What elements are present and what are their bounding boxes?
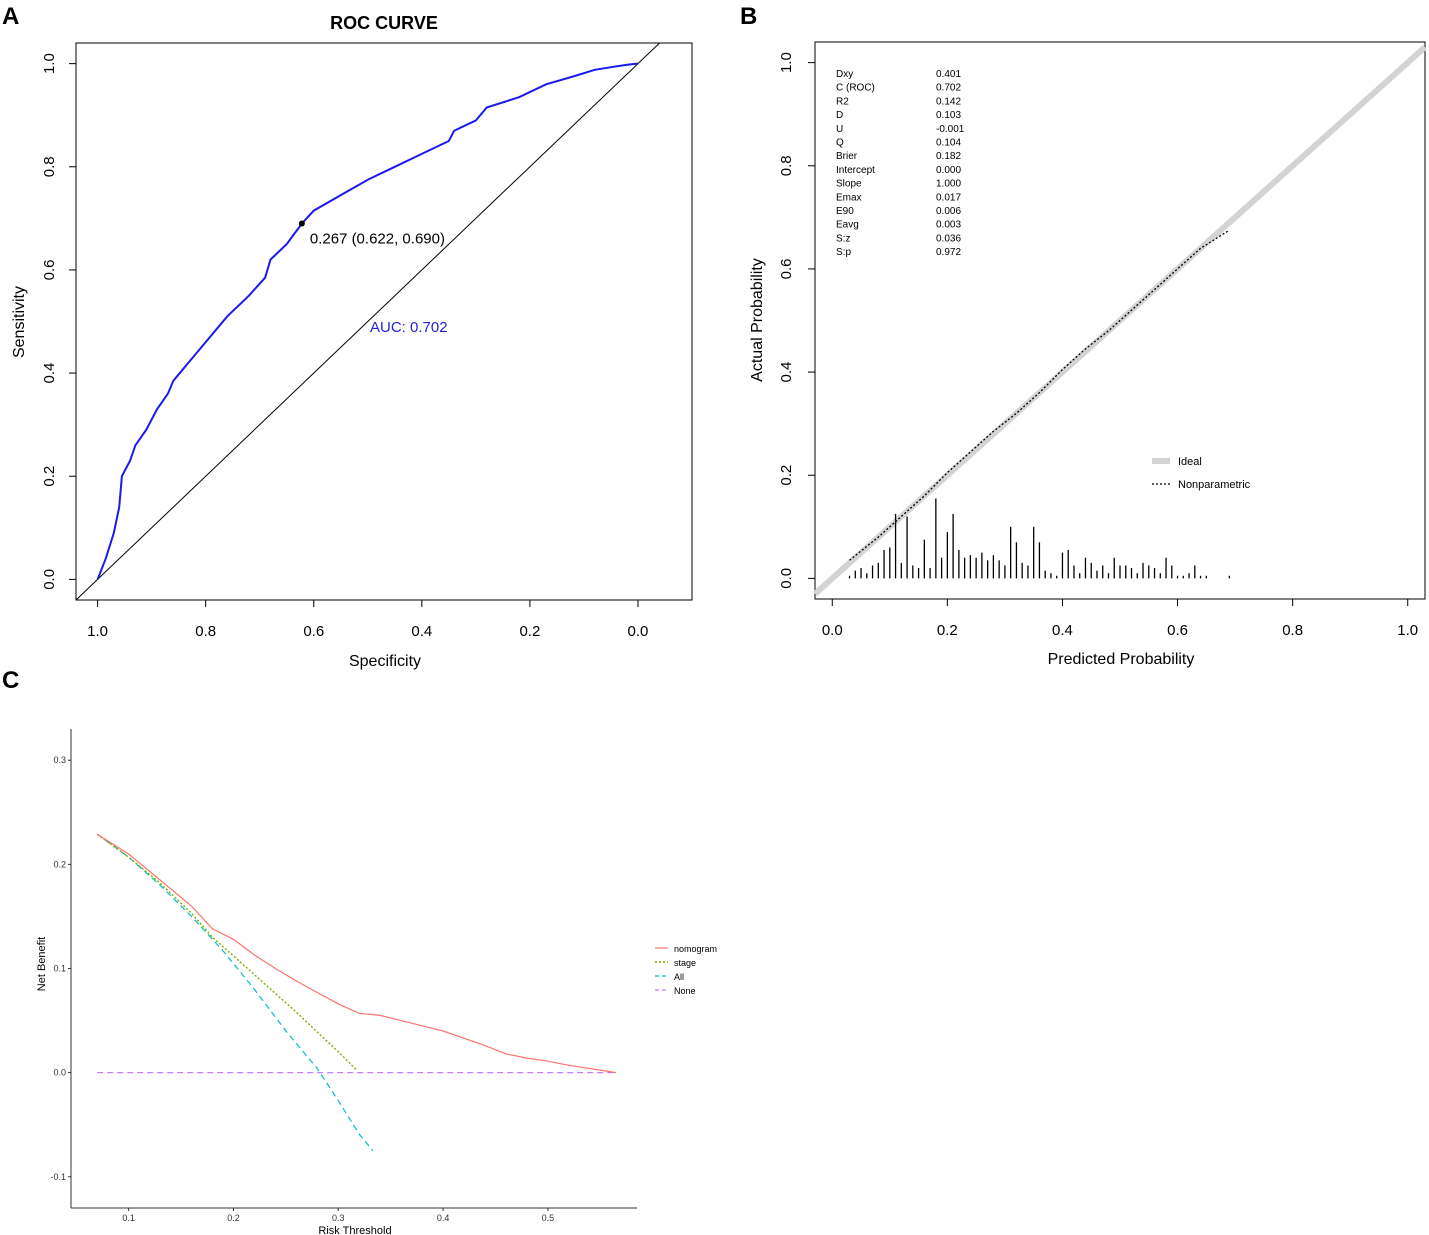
calibration-panel: B 0.0 0.2 0.4 0.6 0.8 1.0 0.00.20.40.60.81.0 … <box>740 3 1428 668</box>
legend-nomogram-label: nomogram <box>674 944 717 954</box>
dca-y-tick-label: 0.3 <box>53 755 66 765</box>
stat-label: Emax <box>836 192 862 203</box>
stat-label: Eavg <box>836 220 859 231</box>
stat-value: 0.104 <box>936 138 961 149</box>
stat-label: C (ROC) <box>836 83 875 94</box>
roc-title: ROC CURVE <box>330 13 438 33</box>
stat-label: Intercept <box>836 165 875 176</box>
stat-label: U <box>836 124 843 135</box>
dca-stage-line <box>96 833 358 1071</box>
stat-value: 0.182 <box>936 151 961 162</box>
stat-value: 0.972 <box>936 247 961 258</box>
roc-panel: A ROC CURVE 1.0 0.8 0.6 0.4 0.2 0.0 0.0 0.2 0.4… <box>2 3 693 670</box>
legend-none-label: None <box>674 986 696 996</box>
stat-label: D <box>836 110 843 121</box>
roc-auc-annotation: AUC: 0.702 <box>370 319 448 336</box>
dca-x-tick-label: 0.4 <box>437 1213 450 1223</box>
legend-nonparametric-label: Nonparametric <box>1178 479 1251 491</box>
dca-y-tick-label: -0.1 <box>50 1172 66 1182</box>
roc-y-tick-label: 0.0 <box>41 569 58 590</box>
legend-ideal-label: Ideal <box>1178 456 1202 468</box>
roc-y-tick-label: 1.0 <box>41 53 58 74</box>
roc-y-axis-label: Sensitivity <box>11 286 28 358</box>
calibration-y-tick-label: 0.4 <box>778 362 795 383</box>
dca-all-line <box>96 833 374 1152</box>
stat-value: 0.702 <box>936 83 961 94</box>
stat-label: S:z <box>836 233 850 244</box>
stat-value: 0.006 <box>936 206 961 217</box>
roc-y-tick-label: 0.4 <box>41 363 58 384</box>
dca-x-axis-label: Risk Threshold <box>318 1225 391 1235</box>
roc-threshold-label: 0.267 (0.622, 0.690) <box>310 231 445 248</box>
roc-x-tick-label: 0.2 <box>519 623 540 640</box>
stat-value: 0.003 <box>936 220 961 231</box>
dca-x-tick-label: 0.5 <box>542 1213 555 1223</box>
calibration-y-tick-label: 0.0 <box>778 568 795 589</box>
calibration-stats-table: Dxy 0.401 C (ROC) 0.702 R2 0.142 D 0.103 U -0.001… <box>836 69 965 258</box>
stat-label: S:p <box>836 247 851 258</box>
panel-a-label: A <box>2 3 19 30</box>
stat-value: 0.017 <box>936 192 961 203</box>
calibration-y-tick-label: 1.0 <box>778 52 795 73</box>
dca-x-tick-label: 0.1 <box>122 1213 135 1223</box>
calibration-histogram <box>848 498 1230 579</box>
stat-value: 0.142 <box>936 96 961 107</box>
calibration-x-tick-label: 1.0 <box>1397 622 1418 639</box>
calibration-x-axis-label: Predicted Probability <box>1048 651 1195 668</box>
roc-y-tick-label: 0.8 <box>41 156 58 177</box>
dca-y-tick-label: 0.2 <box>53 859 66 869</box>
calibration-y-tick-label: 0.6 <box>778 258 795 279</box>
calibration-x-tick-label: 0.0 <box>822 622 843 639</box>
legend-stage-label: stage <box>674 958 696 968</box>
roc-x-tick-label: 0.6 <box>303 623 324 640</box>
roc-y-tick-label: 0.6 <box>41 259 58 280</box>
dca-y-tick-label: 0.1 <box>53 964 66 974</box>
calibration-x-tick-label: 0.2 <box>937 622 958 639</box>
dca-x-tick-label: 0.2 <box>227 1213 240 1223</box>
roc-x-tick-label: 0.4 <box>411 623 432 640</box>
panel-b-label: B <box>740 3 757 30</box>
roc-reference-line <box>75 42 660 601</box>
roc-x-tick-label: 1.0 <box>87 623 108 640</box>
roc-curve <box>96 62 639 580</box>
stat-label: Brier <box>836 151 858 162</box>
decision-curve-panel: C 0.1 0.2 0.3 0.4 0.5 -0.1 0.0 0.1 0.2 0.3 Risk … <box>2 667 717 1235</box>
calibration-nonparametric-line <box>849 229 1230 561</box>
stat-label: E90 <box>836 206 854 217</box>
stat-value: 0.036 <box>936 233 961 244</box>
stat-value: 0.401 <box>936 69 961 80</box>
dca-nomogram-line <box>96 833 617 1074</box>
stat-value: 0.103 <box>936 110 961 121</box>
dca-legend: nomogram stage All None <box>655 944 717 996</box>
stat-value: 0.000 <box>936 165 961 176</box>
roc-threshold-point <box>298 220 305 227</box>
stat-label: Slope <box>836 179 862 190</box>
dca-y-tick-label: 0.0 <box>53 1068 66 1078</box>
calibration-x-tick-label: 0.4 <box>1052 622 1073 639</box>
stat-label: Q <box>836 138 844 149</box>
calibration-y-tick-label: 0.2 <box>778 465 795 486</box>
calibration-y-tick-label: 0.8 <box>778 155 795 176</box>
legend-all-label: All <box>674 972 684 982</box>
stat-label: R2 <box>836 96 849 107</box>
roc-x-axis-label: Specificity <box>349 653 421 670</box>
calibration-x-tick-label: 0.6 <box>1167 622 1188 639</box>
calibration-y-axis-label: Actual Probability <box>749 258 766 382</box>
roc-x-tick-label: 0.0 <box>628 623 649 640</box>
stat-value: 1.000 <box>936 179 961 190</box>
roc-plot-frame <box>75 42 693 601</box>
stat-value: -0.001 <box>936 124 965 135</box>
stat-label: Dxy <box>836 69 853 80</box>
calibration-x-tick-label: 0.8 <box>1282 622 1303 639</box>
dca-y-axis-label: Net Benefit <box>36 937 48 991</box>
dca-x-tick-label: 0.3 <box>332 1213 345 1223</box>
panel-c-label: C <box>2 667 19 694</box>
calibration-legend: Ideal Nonparametric <box>1152 456 1251 491</box>
calibration-plot-frame <box>814 41 1426 600</box>
roc-y-tick-label: 0.2 <box>41 466 58 487</box>
roc-x-tick-label: 0.8 <box>195 623 216 640</box>
